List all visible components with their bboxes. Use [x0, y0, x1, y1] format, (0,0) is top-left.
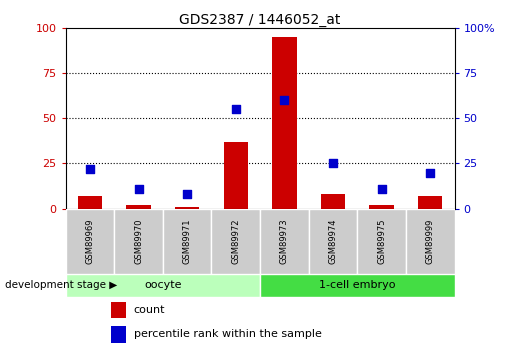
- Bar: [406, 209, 454, 274]
- Text: GSM89975: GSM89975: [377, 219, 386, 264]
- Bar: [260, 209, 309, 274]
- Text: count: count: [134, 305, 165, 315]
- Text: GSM89974: GSM89974: [328, 219, 337, 264]
- Bar: [66, 209, 114, 274]
- Text: GSM89969: GSM89969: [85, 219, 94, 264]
- Bar: [272, 37, 296, 209]
- Bar: [78, 196, 102, 209]
- Point: [134, 186, 142, 191]
- Bar: [260, 274, 454, 297]
- Point: [232, 106, 240, 112]
- Point: [426, 170, 434, 175]
- Bar: [224, 142, 248, 209]
- Text: GSM89972: GSM89972: [231, 219, 240, 264]
- Bar: [66, 274, 260, 297]
- Point: [329, 161, 337, 166]
- Bar: [163, 209, 212, 274]
- Text: percentile rank within the sample: percentile rank within the sample: [134, 329, 322, 339]
- Point: [183, 191, 191, 197]
- Point: [86, 166, 94, 171]
- Text: development stage ▶: development stage ▶: [5, 280, 117, 290]
- Bar: [418, 196, 442, 209]
- Text: GSM89970: GSM89970: [134, 219, 143, 264]
- Bar: [370, 205, 394, 209]
- Bar: [114, 209, 163, 274]
- Bar: [111, 326, 126, 343]
- Bar: [321, 194, 345, 209]
- Text: GSM89973: GSM89973: [280, 219, 289, 264]
- Bar: [309, 209, 357, 274]
- Bar: [358, 209, 406, 274]
- Text: GSM89999: GSM89999: [426, 219, 435, 264]
- Bar: [212, 209, 260, 274]
- Bar: [175, 207, 199, 209]
- Text: GSM89971: GSM89971: [183, 219, 192, 264]
- Bar: [126, 205, 150, 209]
- Bar: [111, 302, 126, 318]
- Point: [378, 186, 386, 191]
- Text: oocyte: oocyte: [144, 280, 182, 290]
- Point: [280, 97, 288, 103]
- Text: 1-cell embryo: 1-cell embryo: [319, 280, 395, 290]
- Title: GDS2387 / 1446052_at: GDS2387 / 1446052_at: [179, 12, 341, 27]
